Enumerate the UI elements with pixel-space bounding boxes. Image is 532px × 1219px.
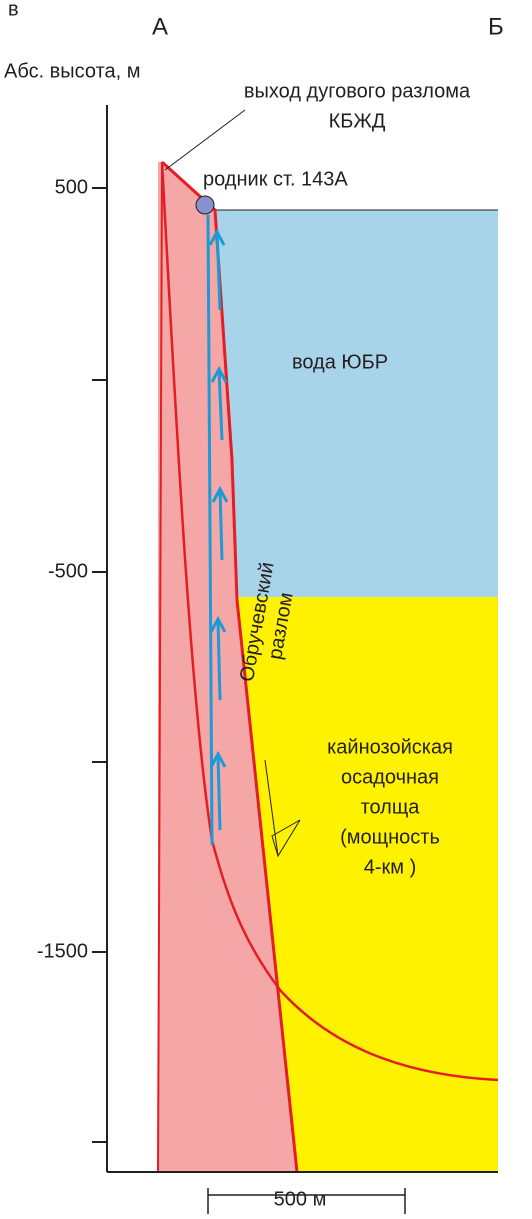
fault-line [160, 160, 299, 1173]
annotation: КБЖД [329, 110, 386, 132]
leader [164, 109, 246, 171]
annotation: выход дугового разлома [244, 80, 471, 102]
dip-symbol [264, 759, 301, 858]
fault-line [157, 161, 163, 1173]
axis-title: Абс. высота, м [4, 60, 141, 82]
fault-line [160, 161, 499, 1082]
annotation: родник ст. 143А [203, 168, 348, 190]
annotation: (мощность [340, 826, 440, 848]
spring [195, 195, 215, 215]
scale-label: 500 м [274, 1188, 327, 1210]
flow [206, 214, 229, 846]
lake-water [215, 210, 498, 597]
annotation: осадочная [341, 766, 439, 788]
annotation: толща [361, 796, 421, 818]
sediments [237, 597, 498, 1172]
axis [92, 105, 498, 1173]
tick-label: -1500 [37, 940, 88, 962]
scale-bar [207, 1188, 406, 1214]
annotation: 4-км ) [364, 856, 417, 878]
tick-label: 500 [55, 176, 88, 198]
annotation: вода ЮБР [292, 351, 388, 373]
end-label: А [152, 13, 168, 40]
basement-block [158, 162, 297, 1172]
annotation: кайнозойская [327, 736, 453, 758]
end-label: Б [488, 13, 504, 40]
panel-label: в [8, 0, 19, 20]
tick-label: -500 [48, 560, 88, 582]
